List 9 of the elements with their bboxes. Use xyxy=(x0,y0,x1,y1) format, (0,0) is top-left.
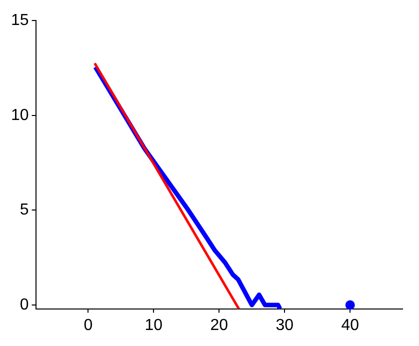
y-tick-label: 0 xyxy=(20,296,29,314)
x-tick-label: 40 xyxy=(341,316,360,334)
y-tick-label: 5 xyxy=(20,202,29,219)
x-tick-label: 30 xyxy=(276,316,294,334)
x-tick-label: 10 xyxy=(144,316,163,334)
y-tick-label: 15 xyxy=(11,12,29,30)
y-tick-label: 10 xyxy=(11,106,29,124)
x-tick-label: 0 xyxy=(84,316,93,334)
x-tick-label: 20 xyxy=(210,316,228,334)
